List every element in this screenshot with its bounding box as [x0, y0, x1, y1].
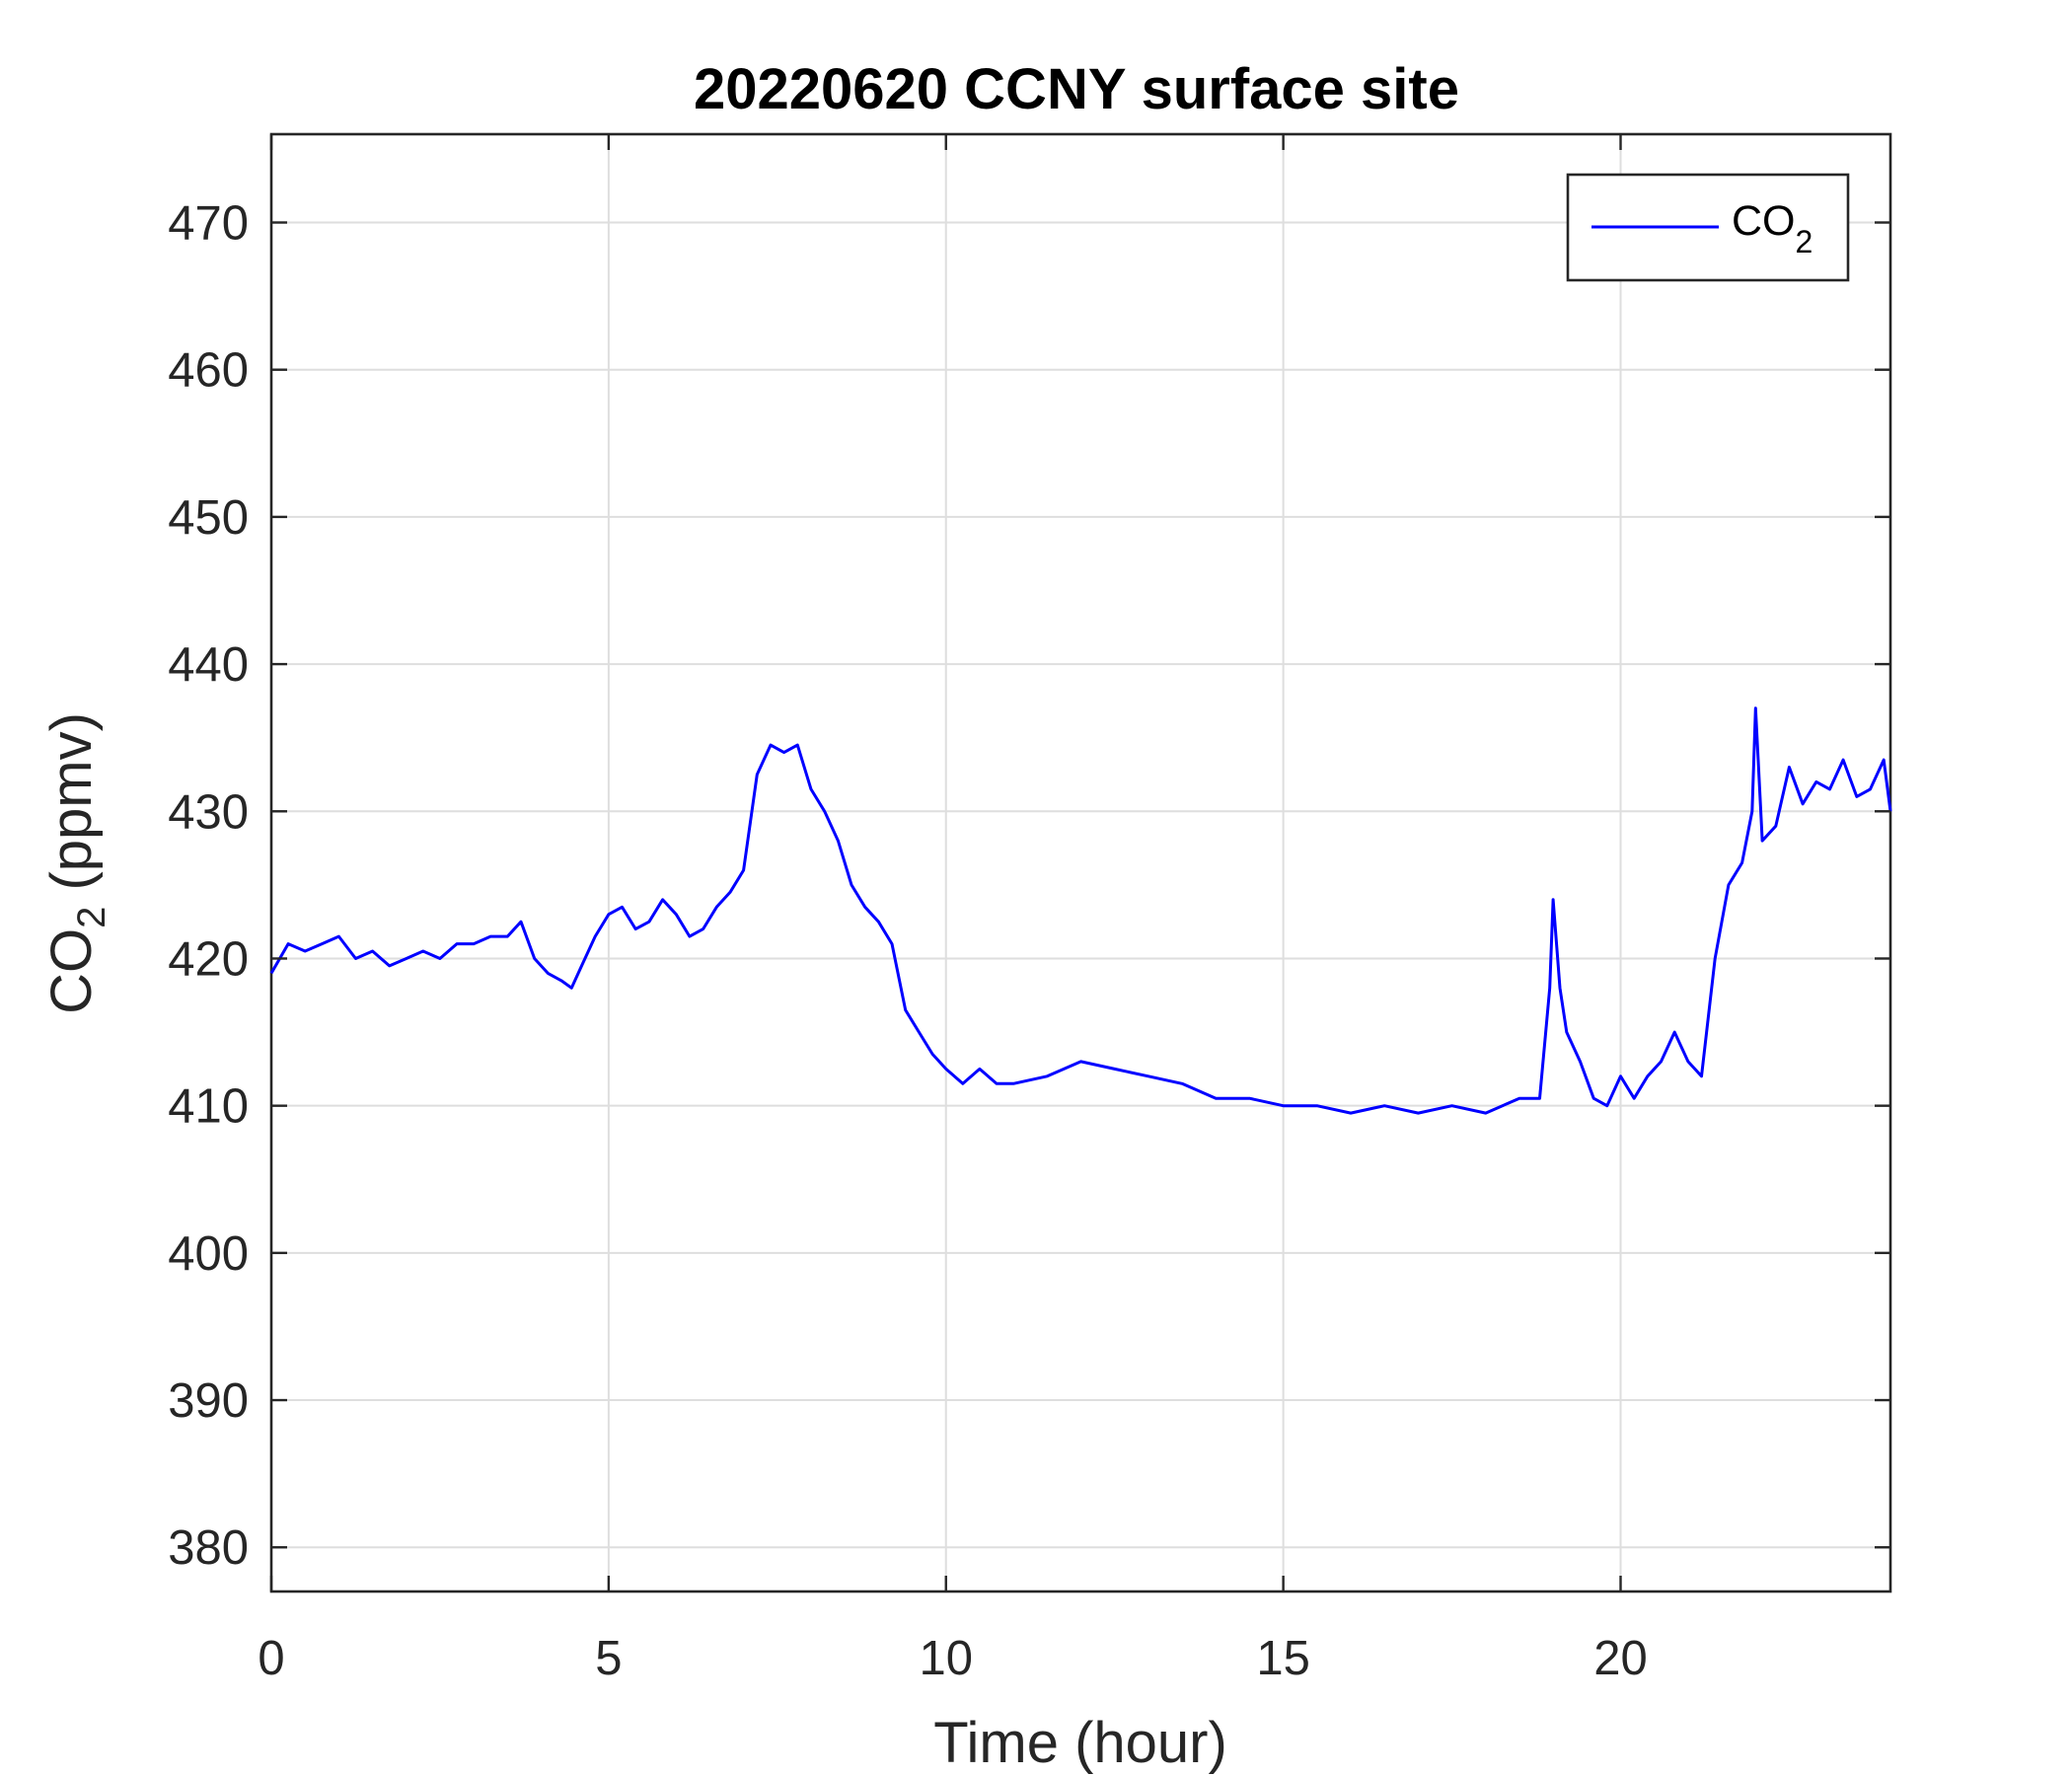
- legend-entry-subscript: 2: [1796, 224, 1813, 259]
- y-tick-label: 470: [168, 197, 249, 251]
- y-tick-label: 460: [168, 344, 249, 398]
- y-tick-label: 400: [168, 1227, 249, 1281]
- plot-area: [269, 132, 1892, 1593]
- y-tick-label: 380: [168, 1521, 249, 1575]
- x-tick-label: 15: [1256, 1632, 1310, 1685]
- y-tick-label: 390: [168, 1374, 249, 1428]
- plot-frame: [269, 132, 1892, 1593]
- chart-title: 20220620 CCNY surface site: [694, 57, 1459, 121]
- y-axis-label-unit: (ppmv): [39, 712, 104, 907]
- x-tick-label: 5: [595, 1632, 622, 1685]
- x-axis-ticks: 0 5 10 15 20: [258, 134, 1648, 1685]
- y-axis-label: CO2 (ppmv): [39, 712, 113, 1014]
- series-group: [269, 706, 1892, 1115]
- legend: CO2: [1566, 173, 1850, 282]
- y-tick-label: 420: [168, 932, 249, 986]
- y-axis-label-main: CO: [39, 928, 104, 1014]
- x-tick-label: 20: [1593, 1632, 1648, 1685]
- x-axis-label: Time (hour): [933, 1711, 1227, 1775]
- y-tick-label: 450: [168, 491, 249, 545]
- y-tick-label: 440: [168, 638, 249, 692]
- legend-entry-label: CO2: [1732, 197, 1813, 259]
- legend-entry-main: CO: [1732, 197, 1796, 245]
- y-axis-ticks: 380 390 400 410 420 430 440 450 460 470: [168, 197, 1890, 1575]
- y-axis-label-subscript: 2: [70, 907, 113, 928]
- series-line-co2: [269, 706, 1892, 1115]
- x-tick-label: 0: [258, 1632, 284, 1685]
- y-tick-label: 430: [168, 785, 249, 839]
- y-tick-label: 410: [168, 1080, 249, 1134]
- x-tick-label: 10: [919, 1632, 973, 1685]
- grid-lines: [270, 134, 1890, 1591]
